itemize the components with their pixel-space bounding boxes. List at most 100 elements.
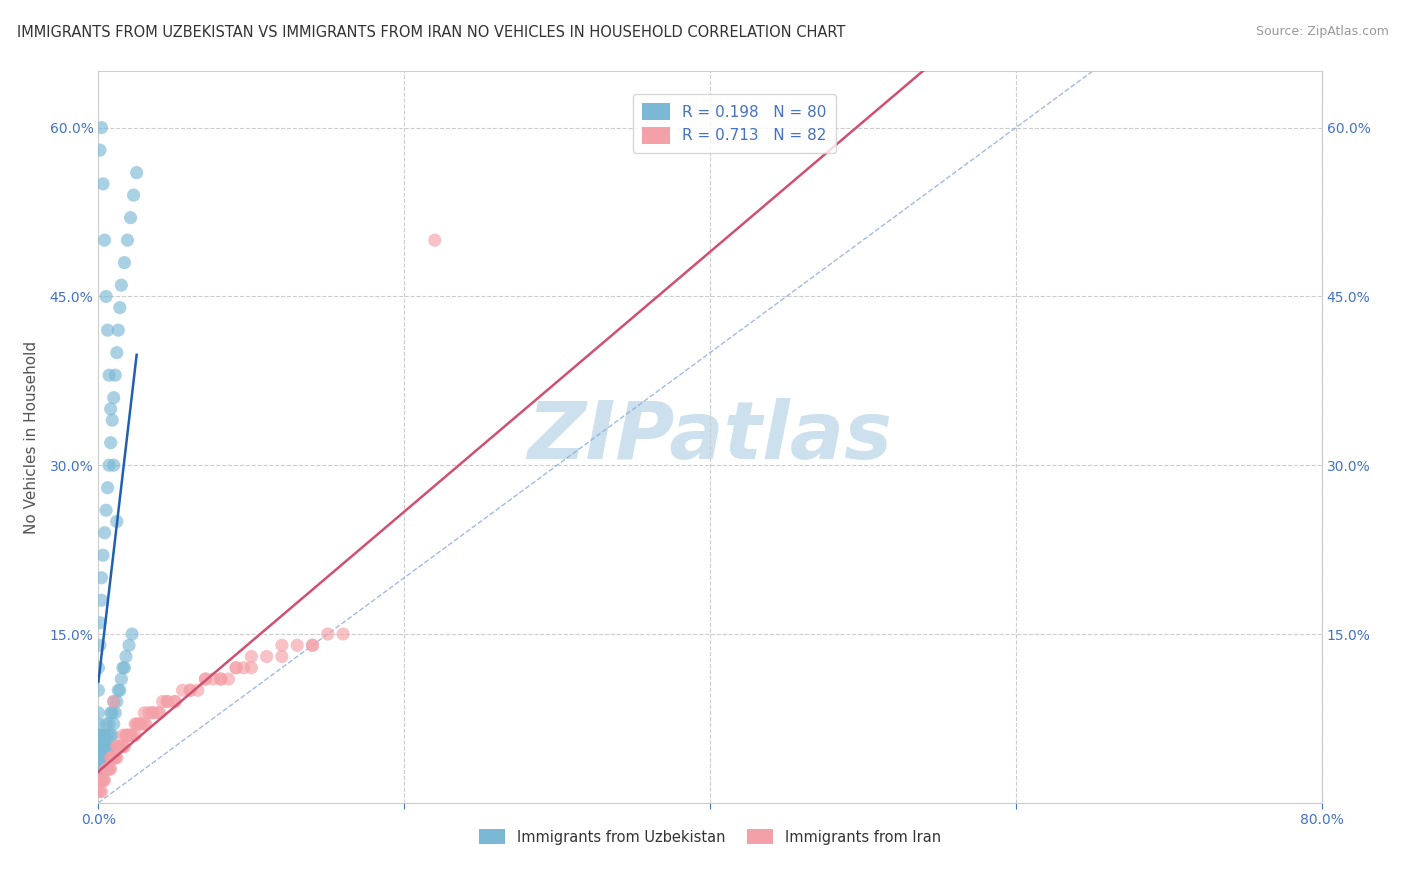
Point	[89, 762, 111, 776]
Point	[100, 728, 122, 742]
Point	[90, 571, 112, 585]
Point	[121, 728, 143, 742]
Point	[90, 762, 112, 776]
Point	[107, 739, 129, 754]
Point	[138, 706, 160, 720]
Point	[301, 638, 323, 652]
Point	[332, 627, 354, 641]
Point	[97, 323, 120, 337]
Point	[100, 762, 122, 776]
Point	[194, 672, 217, 686]
Point	[115, 728, 138, 742]
Point	[87, 784, 110, 798]
Point	[120, 728, 142, 742]
Point	[98, 762, 121, 776]
Point	[91, 773, 114, 788]
Point	[97, 481, 120, 495]
Legend: Immigrants from Uzbekistan, Immigrants from Iran: Immigrants from Uzbekistan, Immigrants f…	[472, 823, 948, 850]
Point	[90, 773, 112, 788]
Point	[91, 177, 114, 191]
Point	[285, 638, 308, 652]
Point	[89, 784, 111, 798]
Point	[101, 751, 124, 765]
Point	[179, 683, 201, 698]
Point	[152, 694, 174, 708]
Point	[97, 739, 120, 754]
Point	[98, 458, 121, 473]
Point	[107, 323, 129, 337]
Point	[101, 728, 124, 742]
Point	[163, 694, 186, 708]
Point	[124, 717, 146, 731]
Point	[87, 683, 110, 698]
Point	[225, 661, 247, 675]
Point	[90, 120, 112, 135]
Point	[97, 762, 120, 776]
Y-axis label: No Vehicles in Household: No Vehicles in Household	[24, 341, 38, 533]
Point	[107, 739, 129, 754]
Point	[110, 672, 132, 686]
Point	[156, 694, 179, 708]
Point	[107, 683, 129, 698]
Point	[163, 694, 186, 708]
Point	[87, 728, 110, 742]
Point	[90, 773, 112, 788]
Point	[129, 717, 152, 731]
Point	[172, 683, 194, 698]
Point	[194, 672, 217, 686]
Point	[117, 233, 139, 247]
Point	[101, 706, 124, 720]
Point	[103, 717, 125, 731]
Point	[135, 717, 157, 731]
Text: ZIPatlas: ZIPatlas	[527, 398, 893, 476]
Point	[187, 683, 209, 698]
Point	[87, 706, 110, 720]
Point	[105, 345, 128, 359]
Point	[108, 301, 131, 315]
Point	[93, 739, 115, 754]
Point	[179, 683, 201, 698]
Point	[91, 548, 114, 562]
Point	[110, 278, 132, 293]
Point	[89, 615, 111, 630]
Point	[134, 717, 156, 731]
Point	[134, 706, 156, 720]
Point	[104, 706, 127, 720]
Point	[103, 391, 125, 405]
Point	[120, 211, 142, 225]
Point	[117, 728, 139, 742]
Point	[97, 728, 120, 742]
Point	[89, 728, 111, 742]
Point	[90, 751, 112, 765]
Point	[112, 661, 135, 675]
Point	[103, 694, 125, 708]
Point	[105, 739, 128, 754]
Point	[111, 661, 134, 675]
Point	[98, 739, 121, 754]
Point	[94, 762, 117, 776]
Point	[87, 773, 110, 788]
Point	[118, 728, 141, 742]
Point	[118, 728, 141, 742]
Point	[94, 762, 117, 776]
Point	[156, 694, 179, 708]
Point	[94, 289, 117, 303]
Point	[121, 627, 143, 641]
Point	[89, 638, 111, 652]
Point	[101, 751, 124, 765]
Point	[94, 739, 117, 754]
Point	[112, 255, 135, 269]
Point	[110, 739, 132, 754]
Point	[87, 661, 110, 675]
Point	[112, 739, 135, 754]
Point	[98, 368, 121, 383]
Point	[87, 717, 110, 731]
Point	[87, 739, 110, 754]
Point	[90, 593, 112, 607]
Point	[301, 638, 323, 652]
Point	[240, 661, 263, 675]
Point	[217, 672, 239, 686]
Point	[225, 661, 247, 675]
Point	[100, 751, 122, 765]
Point	[103, 458, 125, 473]
